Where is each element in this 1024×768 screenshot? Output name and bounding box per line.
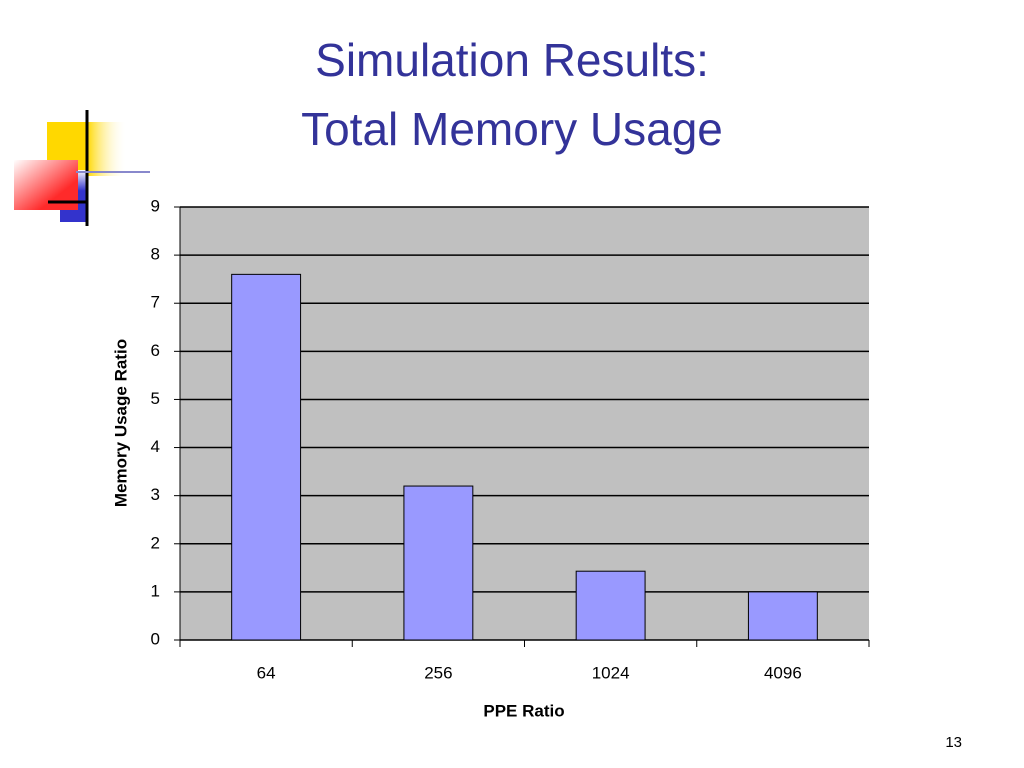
page-number: 13	[945, 734, 962, 751]
bar	[403, 485, 474, 641]
y-tick-label: 2	[151, 533, 160, 552]
y-tick-label: 3	[151, 485, 160, 504]
bar	[231, 273, 302, 641]
y-tick-label: 9	[151, 196, 160, 215]
x-tick-label: 256	[424, 663, 452, 682]
chart: 0 1 2 3 4 5 6 7 8 9 64 256 1024 4096	[151, 196, 870, 682]
title-line: Total Memory Usage	[301, 103, 723, 155]
y-tick-label: 7	[151, 293, 160, 312]
y-tick-label: 4	[151, 437, 160, 456]
x-tick-label: 4096	[764, 663, 802, 682]
x-axis-title: PPE Ratio	[483, 701, 564, 720]
bar	[747, 591, 818, 641]
x-tick-label: 1024	[592, 663, 630, 682]
y-tick-label: 8	[151, 245, 160, 264]
decoration	[14, 110, 150, 226]
y-tick-label: 6	[151, 341, 160, 360]
bar	[575, 570, 646, 641]
title-line: Simulation Results:	[315, 34, 709, 86]
y-tick-label: 5	[151, 389, 160, 408]
x-tick-label: 64	[257, 663, 276, 682]
y-tick-label: 1	[151, 581, 160, 600]
y-tick-label: 0	[151, 629, 160, 648]
y-axis-title: Memory Usage Ratio	[111, 339, 130, 507]
